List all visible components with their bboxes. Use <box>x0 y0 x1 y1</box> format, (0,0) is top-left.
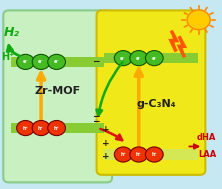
Text: e⁻: e⁻ <box>136 56 142 61</box>
Text: e⁻: e⁻ <box>22 59 29 64</box>
Circle shape <box>17 54 34 70</box>
Circle shape <box>114 147 132 162</box>
Bar <box>11 123 104 133</box>
Polygon shape <box>171 32 176 50</box>
Circle shape <box>32 121 50 136</box>
Text: +: + <box>102 139 110 148</box>
Text: H⁺: H⁺ <box>1 52 14 62</box>
FancyBboxPatch shape <box>97 10 205 175</box>
Text: g-C₃N₄: g-C₃N₄ <box>136 99 176 109</box>
Circle shape <box>145 51 163 66</box>
Text: e⁻: e⁻ <box>151 56 157 61</box>
Circle shape <box>187 10 210 30</box>
Text: e⁻: e⁻ <box>38 59 44 64</box>
Circle shape <box>114 51 132 66</box>
Circle shape <box>17 121 34 136</box>
Text: −: − <box>92 57 100 66</box>
Text: dHA: dHA <box>197 133 216 143</box>
Circle shape <box>145 147 163 162</box>
Text: +: + <box>102 152 110 161</box>
Text: h⁺: h⁺ <box>54 125 60 131</box>
Bar <box>104 53 198 63</box>
FancyBboxPatch shape <box>3 10 112 182</box>
Text: +: + <box>102 125 110 134</box>
Text: h⁺: h⁺ <box>120 152 126 157</box>
Text: −: − <box>92 112 100 121</box>
Text: LAA: LAA <box>198 149 216 159</box>
Text: H₂: H₂ <box>3 26 19 39</box>
Circle shape <box>32 54 50 70</box>
Text: Zr-MOF: Zr-MOF <box>35 86 81 96</box>
Circle shape <box>48 54 65 70</box>
Text: h⁺: h⁺ <box>22 125 29 131</box>
Circle shape <box>130 147 148 162</box>
Text: e⁻: e⁻ <box>54 59 60 64</box>
Text: −: − <box>92 117 100 126</box>
Text: h⁺: h⁺ <box>136 152 142 157</box>
Circle shape <box>130 51 148 66</box>
Polygon shape <box>179 38 184 56</box>
Text: e⁻: e⁻ <box>120 56 126 61</box>
Bar <box>104 149 198 160</box>
Circle shape <box>48 121 65 136</box>
Bar <box>11 57 104 67</box>
Text: h⁺: h⁺ <box>151 152 157 157</box>
Text: h⁺: h⁺ <box>38 125 44 131</box>
